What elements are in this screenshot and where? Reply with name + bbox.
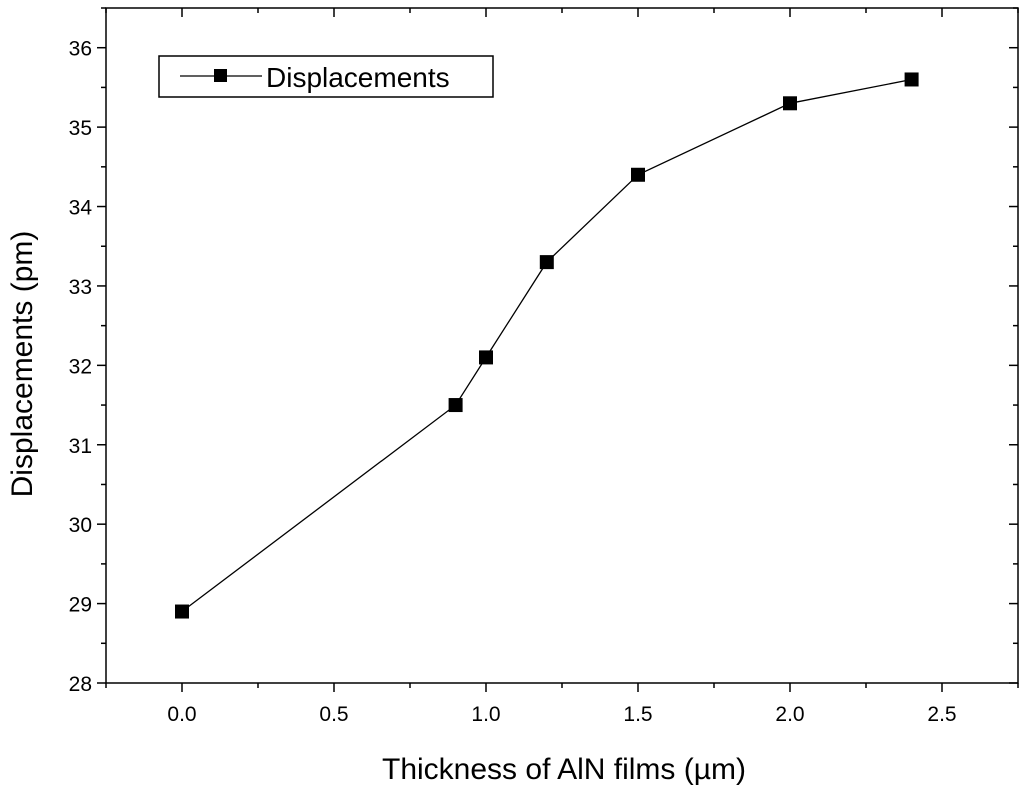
data-point — [448, 398, 463, 413]
legend-marker — [214, 69, 227, 82]
x-tick-label: 1.5 — [623, 703, 652, 726]
axes: 0.0 0.5 1.0 1.5 2.0 2.5 28 29 30 31 32 33 34 35 36 — [69, 7, 1019, 726]
y-tick-label: 30 — [69, 514, 92, 537]
x-axis-title: Thickness of AlN films (µm) — [382, 753, 746, 786]
y-tick-label: 32 — [69, 355, 92, 378]
x-tick-label: 0.0 — [167, 703, 196, 726]
x-tick-label: 2.0 — [775, 703, 804, 726]
data-point — [479, 350, 493, 365]
data-point — [631, 167, 645, 182]
data-point — [539, 255, 554, 270]
x-tick-label: 0.5 — [319, 703, 348, 726]
y-tick-label: 34 — [69, 197, 93, 220]
data-point — [783, 96, 797, 111]
y-tick-label: 36 — [69, 38, 92, 61]
legend: Displacements — [158, 55, 494, 98]
data-point — [904, 72, 919, 87]
y-tick-label: 33 — [69, 276, 92, 299]
y-tick-label: 29 — [69, 594, 92, 617]
y-axis-title: Displacements (pm) — [6, 231, 39, 498]
y-tick-label: 28 — [69, 673, 92, 696]
x-tick-label: 1.0 — [471, 703, 500, 726]
series-layer — [175, 72, 919, 619]
y-tick-label: 31 — [69, 435, 92, 458]
data-point — [175, 604, 189, 619]
y-tick-label: 35 — [69, 117, 92, 140]
legend-label: Displacements — [266, 62, 450, 93]
x-tick-label: 2.5 — [927, 703, 956, 726]
